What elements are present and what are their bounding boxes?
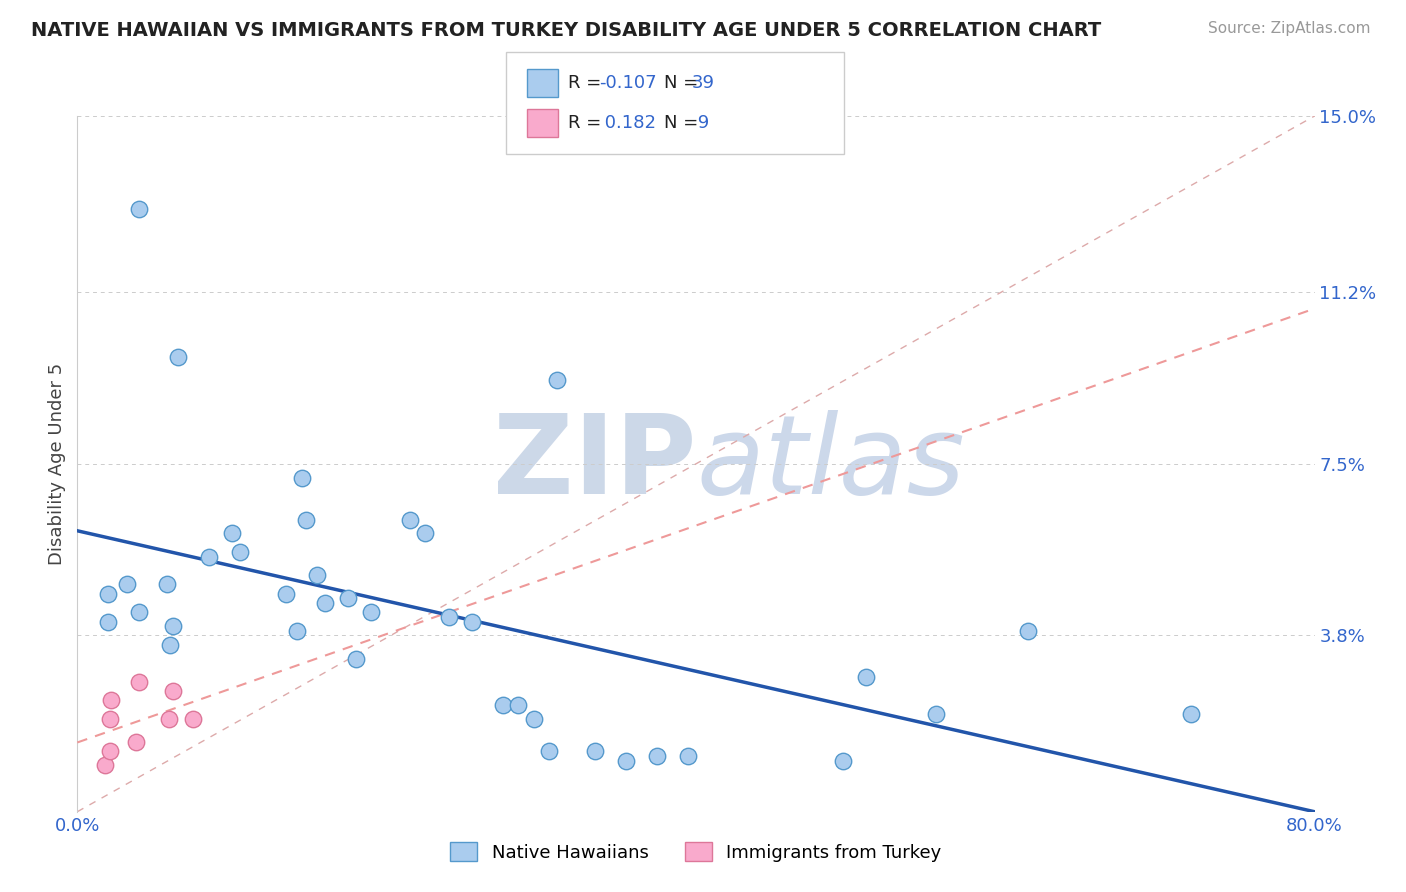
Text: 0.182: 0.182 <box>599 114 657 132</box>
Point <box>98 744 121 758</box>
Point <box>546 373 568 387</box>
Point <box>295 512 318 526</box>
Point <box>307 568 329 582</box>
Point <box>647 749 669 764</box>
Point <box>159 638 181 652</box>
Point <box>183 712 205 726</box>
Point <box>1018 624 1040 638</box>
Text: 39: 39 <box>692 74 714 92</box>
Point <box>94 758 117 772</box>
Point <box>832 754 855 768</box>
Point <box>538 744 561 758</box>
Text: NATIVE HAWAIIAN VS IMMIGRANTS FROM TURKEY DISABILITY AGE UNDER 5 CORRELATION CHA: NATIVE HAWAIIAN VS IMMIGRANTS FROM TURKE… <box>31 21 1101 39</box>
Point <box>855 670 877 684</box>
Point <box>198 549 221 564</box>
Point <box>156 577 179 591</box>
Point <box>128 202 150 216</box>
Point <box>314 596 336 610</box>
Text: 9: 9 <box>692 114 709 132</box>
Point <box>415 526 437 541</box>
Text: R =: R = <box>568 114 602 132</box>
Point <box>461 615 484 629</box>
Point <box>125 735 148 749</box>
Point <box>508 698 530 712</box>
Point <box>128 605 150 619</box>
Text: R =: R = <box>568 74 602 92</box>
Point <box>678 749 700 764</box>
Point <box>167 350 190 364</box>
Text: Source: ZipAtlas.com: Source: ZipAtlas.com <box>1208 21 1371 36</box>
Point <box>162 619 184 633</box>
Text: ZIP: ZIP <box>492 410 696 517</box>
Point <box>229 545 252 559</box>
Point <box>337 591 360 606</box>
Text: N =: N = <box>664 114 697 132</box>
Point <box>100 693 122 707</box>
Point <box>128 674 150 689</box>
Point <box>115 577 138 591</box>
Point <box>291 471 314 485</box>
Point <box>344 651 367 665</box>
Point <box>221 526 243 541</box>
Point <box>97 587 120 601</box>
Text: -0.107: -0.107 <box>599 74 657 92</box>
Point <box>437 610 460 624</box>
Point <box>98 712 121 726</box>
Point <box>276 587 298 601</box>
Point <box>285 624 308 638</box>
Y-axis label: Disability Age Under 5: Disability Age Under 5 <box>48 363 66 565</box>
Point <box>360 605 382 619</box>
Point <box>1180 707 1202 722</box>
Point <box>399 512 422 526</box>
Point <box>97 615 120 629</box>
Point <box>492 698 515 712</box>
Point <box>585 744 607 758</box>
Point <box>157 712 180 726</box>
Point <box>162 684 184 698</box>
Legend: Native Hawaiians, Immigrants from Turkey: Native Hawaiians, Immigrants from Turkey <box>443 835 949 869</box>
Point <box>523 712 546 726</box>
Point <box>925 707 948 722</box>
Point <box>616 754 638 768</box>
Text: N =: N = <box>664 74 697 92</box>
Text: atlas: atlas <box>696 410 965 517</box>
